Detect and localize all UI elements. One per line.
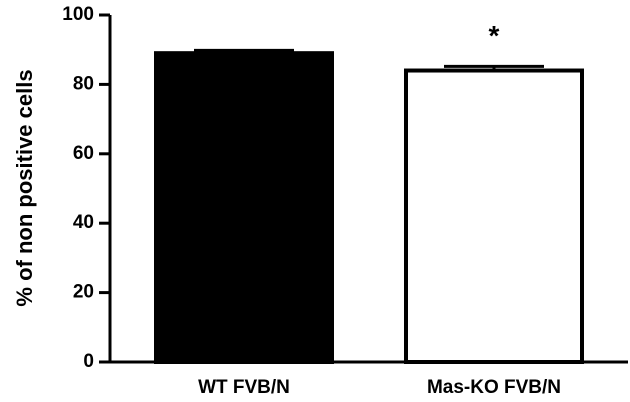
annotations: * (489, 20, 500, 51)
y-tick-label: 0 (83, 351, 94, 372)
y-axis: 0 20 40 60 80 100 (62, 4, 112, 372)
bar (154, 51, 334, 364)
y-tick-label: 100 (62, 4, 94, 25)
y-tick-label: 40 (73, 212, 94, 233)
y-tick-label: 60 (73, 143, 94, 164)
y-axis-label: % of non positive cells (12, 69, 37, 306)
x-tick-label: WT FVB/N (198, 377, 290, 398)
y-tick-label: 80 (73, 73, 94, 94)
x-tick-label: Mas-KO FVB/N (427, 377, 561, 398)
y-tick-label: 20 (73, 282, 94, 303)
x-axis: WT FVB/N Mas-KO FVB/N (108, 360, 628, 398)
significance-annotation: * (489, 20, 500, 51)
bars (154, 48, 584, 365)
bar (404, 68, 584, 365)
